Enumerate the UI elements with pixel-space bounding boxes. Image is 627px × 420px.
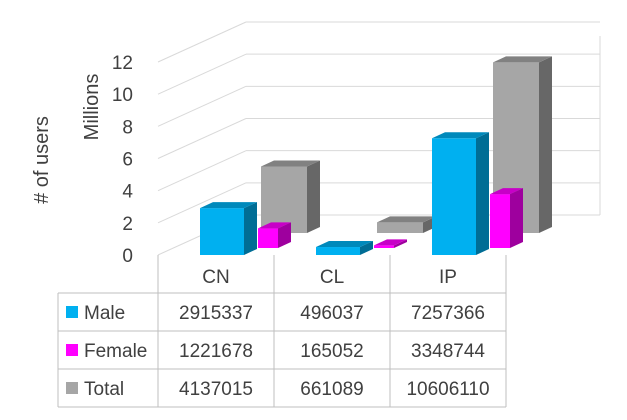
table-cell: 3348744 <box>411 341 485 362</box>
legend-key-total <box>66 382 78 394</box>
y-tick-label: 6 <box>122 150 133 171</box>
legend-key-male <box>66 306 78 318</box>
table-cell: 661089 <box>300 379 363 400</box>
y-tick-label: 0 <box>122 246 133 267</box>
table-cell: 1221678 <box>179 341 253 362</box>
bars <box>200 56 552 255</box>
category-label: IP <box>439 267 457 288</box>
bar-total-cn <box>261 160 320 233</box>
y-axis-title: # of users <box>31 116 53 204</box>
bar-male-ip <box>432 132 489 255</box>
y-tick-label: 4 <box>122 182 133 203</box>
gridlines <box>157 21 601 256</box>
bar-male-cn <box>200 202 257 255</box>
y-tick-label: 8 <box>122 117 133 138</box>
legend-label: Total <box>84 379 124 400</box>
bar-male-cl <box>316 241 373 255</box>
table-cell: 2915337 <box>179 303 253 324</box>
bar-female-ip <box>490 188 523 248</box>
table-cell: 10606110 <box>406 379 489 400</box>
category-label: CL <box>320 267 344 288</box>
y-axis-ticks: 0 2 4 6 8 10 12 <box>112 53 134 267</box>
bar-female-cn <box>258 222 291 248</box>
y-tick-label: 2 <box>122 214 133 235</box>
category-label: CN <box>202 267 229 288</box>
y-tick-label: 12 <box>112 53 133 74</box>
table-cell: 165052 <box>300 341 363 362</box>
table-cell: 7257366 <box>411 303 485 324</box>
legend-key-female <box>66 344 78 356</box>
legend-label: Female <box>84 341 147 362</box>
data-table: CN CL IP Male 2915337 496037 7257366 Female 1221… <box>57 255 507 408</box>
table-cell: 4137015 <box>179 379 253 400</box>
table-cell: 496037 <box>300 303 363 324</box>
y-tick-label: 10 <box>112 85 133 106</box>
legend-label: Male <box>84 303 125 324</box>
y-axis-unit: Millions <box>81 74 103 141</box>
bar-female-cl <box>374 239 407 248</box>
bar-total-cl <box>377 216 436 233</box>
